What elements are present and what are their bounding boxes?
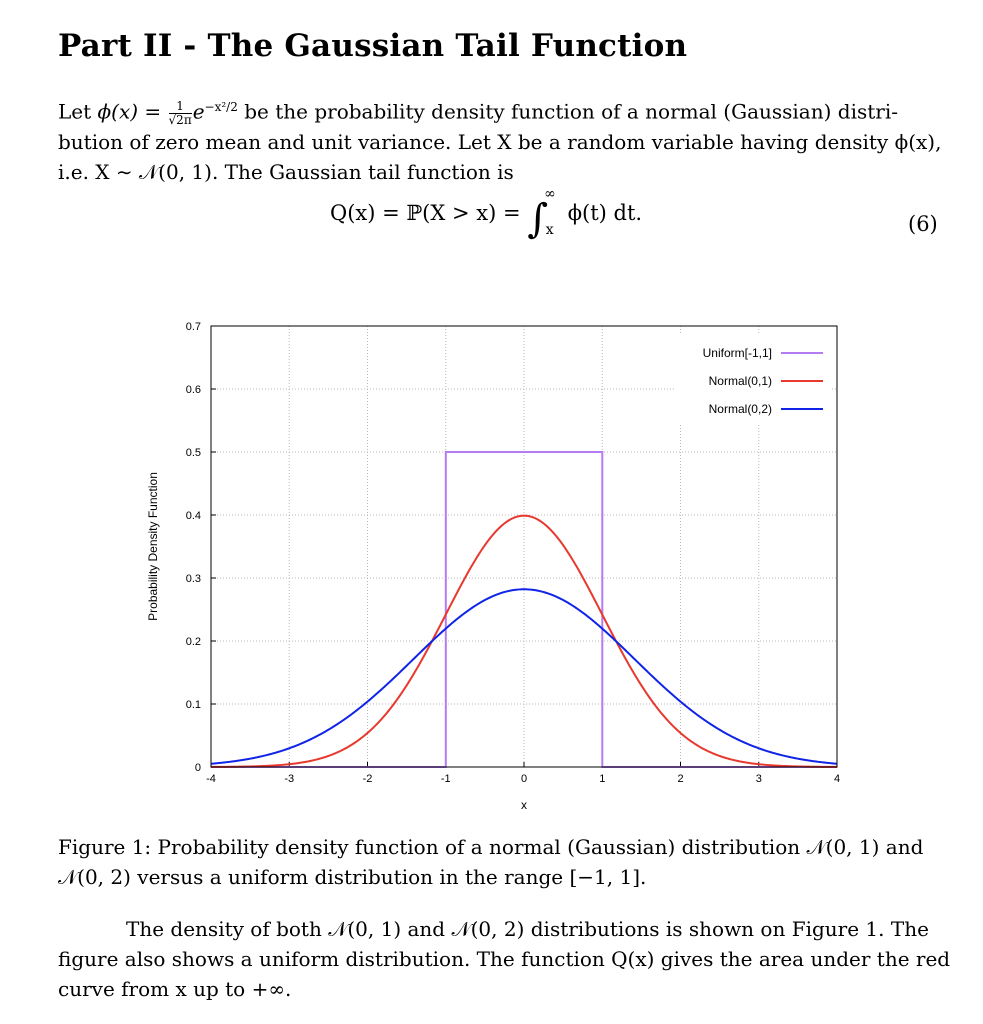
integral-lower-limit: x	[545, 222, 554, 238]
equals-sign: =	[138, 99, 168, 124]
x-tick-label: -1	[441, 773, 451, 785]
x-tick-label: -2	[363, 773, 373, 785]
caption-line-2: 𝒩(0, 2) versus a uniform distribution in…	[58, 865, 647, 889]
tail-function-equation: Q(x) = ℙ(X > x) = ∫∞ x ϕ(t) dt.	[330, 186, 643, 242]
y-tick-label: 0.7	[186, 321, 201, 333]
y-tick-label: 0.2	[186, 636, 201, 648]
intro-line-1-rest: be the probability density function of a…	[237, 99, 898, 124]
legend-label: Normal(0,2)	[709, 402, 772, 416]
y-tick-label: 0.6	[186, 384, 201, 396]
series-line-2	[210, 588, 838, 765]
x-axis-label: x	[521, 798, 527, 812]
exp-base: e	[192, 99, 205, 124]
intro-line-1: Let ϕ(x) = 1 √2π e−x²/2 be the probability…	[58, 92, 946, 127]
phi-symbol: ϕ(x)	[97, 99, 139, 124]
y-tick-label: 0	[195, 762, 201, 774]
y-tick-label: 0.4	[186, 510, 201, 522]
x-tick-label: 1	[599, 773, 605, 785]
figure-caption: Figure 1: Probability density function o…	[58, 832, 946, 892]
y-axis-label: Probability Density Function	[146, 472, 160, 621]
y-tick-label: 0.5	[186, 447, 201, 459]
series-line-1	[210, 514, 838, 768]
exp-superscript: −x²/2	[204, 100, 238, 114]
intro-line-3: i.e. X ∼ 𝒩(0, 1). The Gaussian tail func…	[58, 159, 514, 184]
equation-number: (6)	[908, 212, 938, 236]
equation-lhs: Q(x) = ℙ(X > x) =	[330, 201, 528, 225]
plot-frame	[210, 325, 838, 768]
y-tick-label: 0.3	[186, 573, 201, 585]
x-tick-label: -3	[284, 773, 294, 785]
x-tick-label: 0	[521, 773, 527, 785]
integrand: ϕ(t) dt.	[567, 201, 643, 225]
x-tick-label: 4	[834, 773, 840, 785]
legend: Uniform[-1,1] Normal(0,1) Normal(0,2)	[676, 334, 830, 424]
body-paragraph: The density of both 𝒩(0, 1) and 𝒩(0, 2) …	[58, 914, 951, 1004]
fraction-numerator: 1	[168, 99, 192, 114]
intro-line-2: bution of zero mean and unit variance. L…	[58, 129, 942, 154]
legend-label: Uniform[-1,1]	[703, 346, 772, 360]
x-tick-label: 2	[677, 773, 683, 785]
y-tick-label: 0.1	[186, 699, 201, 711]
body-line-2: figure also shows a uniform distribution…	[58, 947, 951, 971]
body-line-1: The density of both 𝒩(0, 1) and 𝒩(0, 2) …	[126, 917, 929, 941]
intro-paragraph: Let ϕ(x) = 1 √2π e−x²/2 be the probability…	[58, 92, 946, 187]
fraction-denominator: √2π	[168, 112, 192, 127]
integral-upper-limit: ∞	[544, 186, 556, 202]
caption-line-1: Figure 1: Probability density function o…	[58, 835, 924, 859]
legend-label: Normal(0,1)	[709, 374, 772, 388]
x-tick-label: 3	[756, 773, 762, 785]
integral-sign: ∫	[527, 196, 549, 242]
x-tick-label: -4	[206, 773, 216, 785]
body-line-3: curve from x up to +∞.	[58, 977, 292, 1001]
pdf-chart: -4 -3 -2 -1 0 1 2 3 4 0 0.1 0.2 0.3 0.4 0.5 0.6 0.7 Unif…	[146, 321, 840, 812]
intro-lead-text: Let	[58, 99, 98, 124]
section-title: Part II - The Gaussian Tail Function	[58, 28, 688, 64]
fraction: 1 √2π	[168, 99, 192, 127]
